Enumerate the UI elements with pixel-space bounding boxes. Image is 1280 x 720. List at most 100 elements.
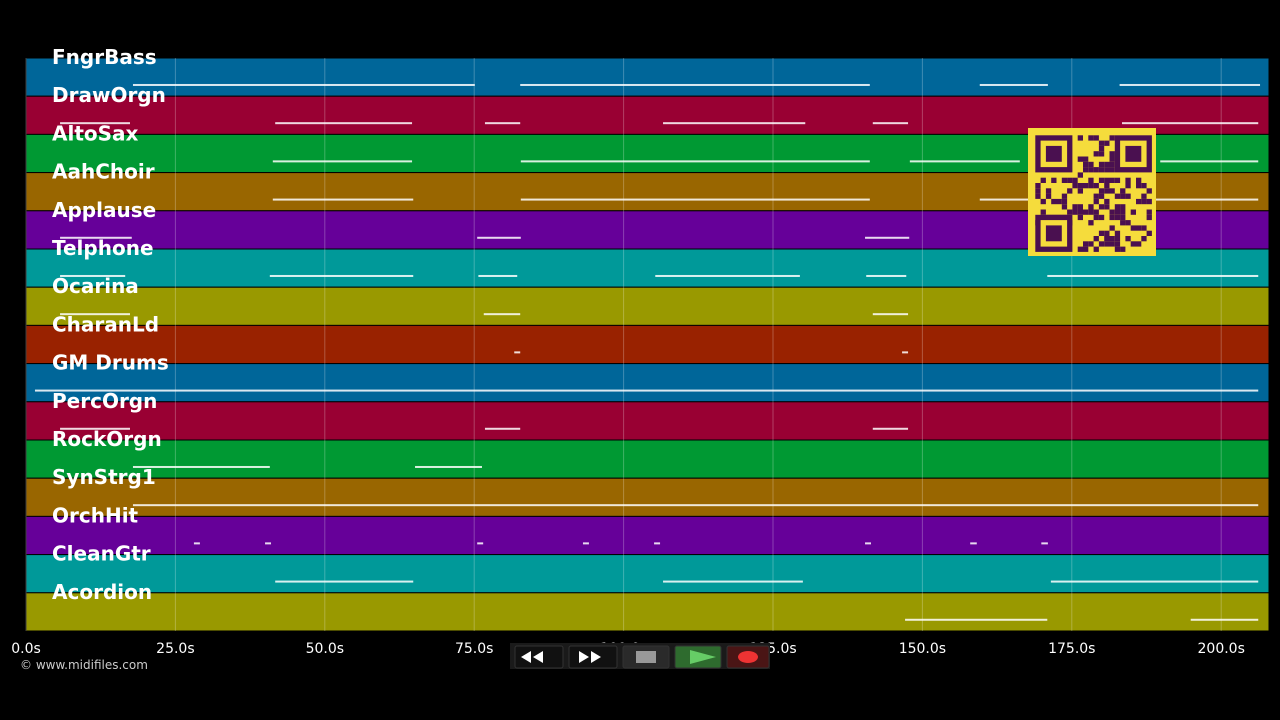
track-name: PercOrgn	[52, 389, 157, 413]
transport-controls	[510, 643, 770, 669]
tick-label: 75.0s	[455, 641, 493, 657]
qr-module	[1136, 225, 1142, 231]
time-axis: 0.0s25.0s50.0s75.0s100.0s125.0s150.0s175…	[11, 641, 1245, 657]
qr-module	[1109, 151, 1115, 157]
qr-module	[1098, 145, 1105, 152]
note	[484, 427, 521, 430]
qr-module	[1114, 193, 1121, 199]
qr-module	[1125, 177, 1131, 183]
qr-module	[1056, 198, 1062, 205]
qr-module	[1109, 135, 1115, 141]
fast-forward-button[interactable]	[568, 645, 618, 669]
note	[415, 465, 482, 468]
qr-module	[1045, 188, 1052, 194]
qr-module	[1051, 177, 1057, 183]
qr-module	[1088, 204, 1094, 210]
note	[477, 542, 484, 545]
tick-label: 0.0s	[11, 641, 41, 657]
note	[132, 465, 270, 468]
note	[514, 351, 521, 354]
qr-module	[1077, 188, 1083, 194]
qr-module	[1083, 167, 1089, 173]
qr-module	[1109, 161, 1115, 168]
qr-module	[1125, 236, 1131, 242]
stop-button[interactable]	[622, 645, 670, 669]
qr-module	[1125, 183, 1131, 189]
qr-module	[1146, 198, 1152, 205]
track-row	[25, 477, 1270, 517]
track-row	[25, 286, 1270, 326]
qr-module	[1104, 167, 1110, 173]
qr-module	[1098, 140, 1105, 146]
credit: © www.midifiles.com	[20, 658, 148, 672]
note	[1160, 160, 1259, 163]
qr-module	[1040, 209, 1046, 215]
qr-module	[1035, 193, 1041, 199]
qr-module	[1114, 236, 1121, 242]
track-name: Applause	[52, 198, 156, 222]
track-name: FngrBass	[52, 45, 157, 69]
qr-module	[1120, 188, 1126, 194]
track-name: GM Drums	[52, 351, 169, 375]
qr-module	[1083, 156, 1089, 162]
qr-module	[1093, 151, 1099, 157]
qr-module	[1098, 161, 1105, 168]
qr-module	[1083, 209, 1089, 215]
play-button[interactable]	[674, 645, 722, 669]
qr-module	[1104, 188, 1110, 194]
track-row	[25, 439, 1270, 479]
qr-module	[1083, 246, 1089, 252]
note	[902, 351, 909, 354]
qr-module	[1120, 246, 1126, 252]
qr-module	[1088, 167, 1094, 173]
qr-module	[1104, 241, 1110, 247]
qr-module	[1083, 161, 1089, 168]
qr-module	[1083, 183, 1089, 189]
qr-module	[1088, 241, 1094, 247]
note	[520, 160, 870, 163]
qr-module	[1120, 204, 1126, 210]
qr-module	[1093, 236, 1099, 242]
qr-module	[1077, 246, 1083, 252]
qr-module	[1072, 204, 1078, 210]
note	[484, 122, 521, 125]
qr-module	[1077, 135, 1083, 141]
qr-module	[1093, 193, 1099, 199]
note	[582, 542, 589, 545]
note	[265, 542, 272, 545]
qr-module	[1136, 198, 1142, 205]
qr-module	[1120, 193, 1126, 199]
qr-module	[1088, 209, 1094, 215]
note	[520, 83, 870, 86]
record-button[interactable]	[726, 645, 770, 669]
qr-module	[1077, 209, 1083, 215]
qr-module	[1130, 241, 1136, 247]
qr-module	[1098, 151, 1105, 157]
track-row	[25, 363, 1270, 403]
track-row	[25, 554, 1270, 594]
note	[60, 236, 132, 239]
rewind-button[interactable]	[514, 645, 564, 669]
track-name: RockOrgn	[52, 427, 162, 451]
note	[1050, 580, 1259, 583]
note	[1119, 83, 1261, 86]
note	[979, 83, 1048, 86]
note	[663, 580, 803, 583]
note	[909, 160, 1020, 163]
qr-module	[1077, 204, 1083, 210]
track-row	[25, 401, 1270, 441]
note	[275, 122, 413, 125]
qr-module	[1061, 193, 1068, 199]
qr-module	[1077, 156, 1083, 162]
qr-module	[1098, 204, 1105, 210]
note	[1047, 274, 1259, 277]
qr-module	[1104, 161, 1110, 168]
track-name: SynStrg1	[52, 465, 156, 489]
qr-module	[1114, 241, 1121, 247]
qr-module	[1120, 209, 1126, 215]
note	[478, 274, 518, 277]
track-name: AahChoir	[52, 160, 155, 184]
qr-module	[1088, 161, 1094, 168]
qr-module	[1125, 220, 1131, 226]
